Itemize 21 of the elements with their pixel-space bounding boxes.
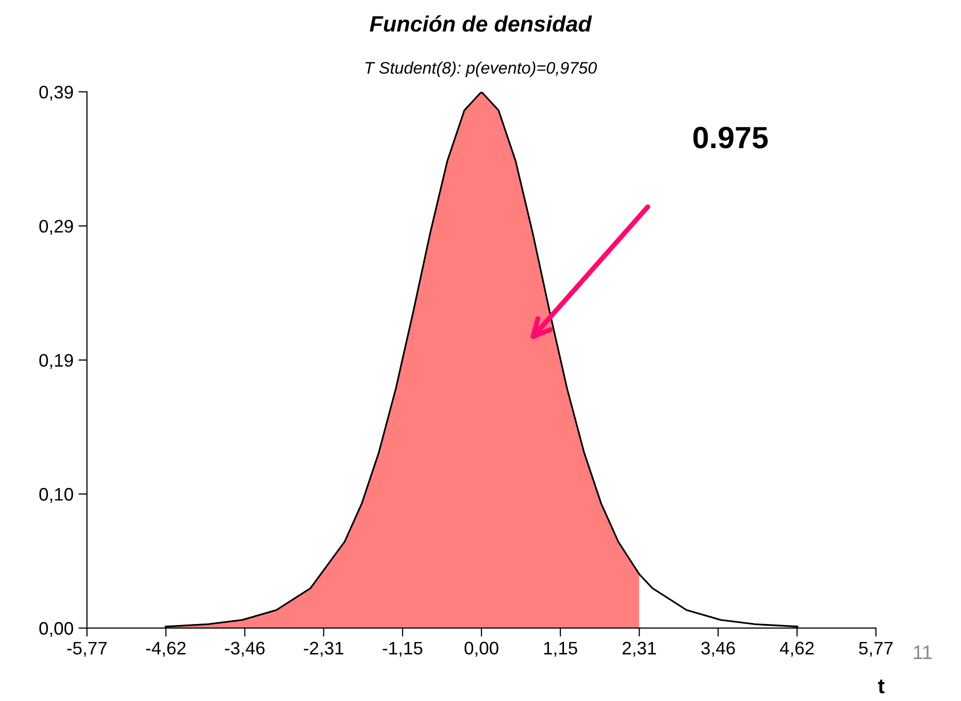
x-tick-label: 4,62: [780, 642, 814, 657]
y-tick-label: 0,19: [39, 354, 73, 369]
x-tick-label: -2,31: [304, 642, 344, 657]
chart-title: Función de densidad: [370, 15, 592, 32]
x-axis-title: t: [878, 680, 884, 694]
x-tick-label: 2,31: [622, 642, 656, 657]
x-tick-label: -1,15: [382, 642, 422, 657]
x-tick-label: -5,77: [67, 642, 107, 657]
x-tick-label: 5,77: [859, 642, 893, 657]
text: 11: [914, 646, 932, 659]
annotation: 0.975: [693, 126, 768, 148]
chart-subtitle: T Student(8): p(evento)=0,9750: [366, 62, 597, 78]
y-tick-label: 0,39: [39, 86, 73, 101]
x-tick-label: 1,15: [544, 642, 578, 657]
x-tick-label: 0,00: [464, 642, 498, 657]
y-tick-label: 0,29: [39, 220, 73, 235]
x-tick-label: 3,46: [701, 642, 735, 657]
y-tick-label: 0,00: [39, 622, 74, 637]
x-tick-label: -4,62: [146, 642, 186, 657]
x-tick-label: -3,46: [225, 642, 265, 657]
y-tick-label: 0,10: [39, 488, 74, 503]
